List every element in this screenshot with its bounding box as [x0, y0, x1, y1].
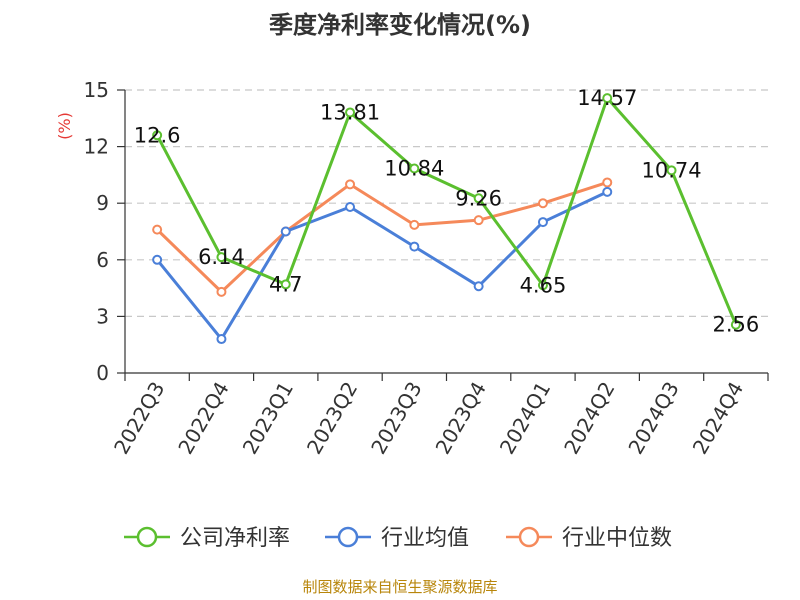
y-tick-label: 0: [96, 361, 109, 385]
legend[interactable]: 公司净利率 行业均值 行业中位数: [124, 526, 672, 551]
y-axis-unit: (%): [55, 112, 74, 140]
data-label: 12.6: [134, 123, 181, 147]
data-label: 9.26: [455, 186, 502, 210]
y-tick-label: 3: [96, 304, 109, 328]
data-point: [602, 177, 613, 188]
legend-marker: [518, 526, 540, 548]
data-point: [473, 193, 484, 204]
data-label: 14.57: [577, 86, 637, 110]
y-tick-label: 15: [84, 78, 109, 102]
data-label: 4.65: [520, 273, 567, 297]
data-point: [280, 279, 291, 290]
data-point: [216, 286, 227, 297]
series-line-0: [155, 96, 738, 326]
data-point: [409, 163, 420, 174]
data-labels: 12.6 6.14 4.7 13.81 10.84 9.26 4.65 14.57 10.74 2…: [134, 86, 759, 337]
legend-label: 公司净利率: [180, 526, 290, 551]
legend-item[interactable]: 行业中位数: [506, 526, 672, 551]
series-line-2: [156, 181, 608, 294]
legend-item[interactable]: 行业均值: [325, 526, 469, 551]
data-point: [216, 252, 227, 263]
x-tick-label: 2022Q3: [109, 378, 169, 459]
data-point: [280, 226, 291, 237]
x-tick-label: 2022Q4: [173, 378, 233, 459]
legend-item[interactable]: 公司净利率: [124, 526, 290, 551]
x-tick-label: 2024Q3: [623, 378, 683, 459]
x-tick-label: 2024Q4: [688, 378, 748, 459]
data-point: [152, 130, 163, 141]
grid-lines: [125, 89, 768, 317]
y-tick-label: 9: [96, 191, 109, 215]
data-label: 10.74: [641, 158, 701, 182]
legend-label: 行业中位数: [562, 526, 672, 551]
chart-title: 季度净利率变化情况(%): [269, 11, 531, 39]
data-point: [409, 241, 420, 252]
legend-label: 行业均值: [381, 526, 469, 551]
data-point: [730, 319, 741, 330]
x-tick-label: 2024Q2: [559, 378, 619, 459]
data-label: 6.14: [198, 245, 245, 269]
data-point: [473, 215, 484, 226]
legend-marker: [337, 526, 359, 548]
data-point: [473, 281, 484, 292]
legend-marker: [136, 526, 158, 548]
data-point: [537, 280, 548, 291]
data-point: [152, 254, 163, 265]
data-point: [537, 217, 548, 228]
series-line-1: [155, 190, 608, 341]
data-point: [345, 201, 356, 212]
data-point: [602, 93, 613, 104]
data-point: [537, 198, 548, 209]
data-point: [666, 165, 677, 176]
data-label: 4.7: [269, 272, 302, 296]
data-label: 2.56: [712, 313, 759, 337]
data-point: [409, 219, 420, 230]
data-point: [152, 224, 163, 235]
y-tick-label: 12: [84, 135, 109, 159]
x-tick-label: 2023Q1: [238, 378, 298, 459]
x-tick-label: 2023Q3: [366, 378, 426, 459]
data-point: [216, 334, 227, 345]
y-tick-label: 6: [96, 248, 109, 272]
data-point: [602, 186, 613, 197]
x-tick-label: 2023Q2: [302, 378, 362, 459]
series-layer: [152, 93, 741, 345]
data-label: 10.84: [384, 156, 444, 180]
x-tick-label: 2024Q1: [495, 378, 555, 459]
data-point: [345, 107, 356, 118]
source-note: 制图数据来自恒生聚源数据库: [302, 578, 497, 596]
data-point: [345, 179, 356, 190]
data-label: 13.81: [320, 100, 380, 124]
x-tick-label: 2023Q4: [431, 378, 491, 459]
